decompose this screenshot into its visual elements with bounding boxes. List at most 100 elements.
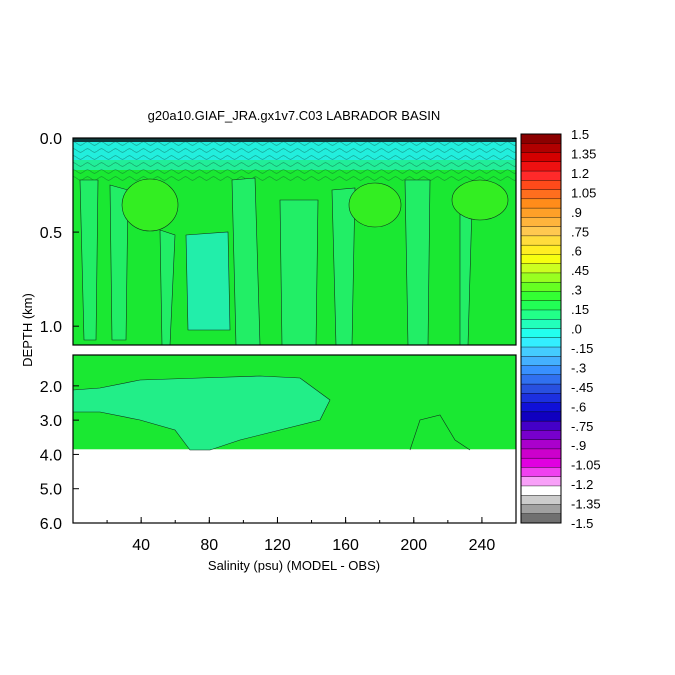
colorbar-swatch	[520, 272, 562, 283]
plume	[279, 199, 319, 346]
colorbar-label: 1.5	[571, 127, 589, 142]
blob	[121, 178, 179, 232]
blob	[348, 182, 402, 228]
colorbar-swatch	[520, 504, 562, 515]
colorbar-swatch	[520, 420, 562, 431]
lower-panel	[72, 354, 517, 524]
chart-title: g20a10.GIAF_JRA.gx1v7.C03 LABRADOR BASIN	[148, 108, 441, 123]
colorbar-swatch	[520, 291, 562, 302]
colorbar-swatch	[520, 383, 562, 394]
y-axis-label: DEPTH (km)	[20, 293, 35, 367]
colorbar-swatch	[520, 467, 562, 478]
y-axis: 0.0 0.5 1.0 2.0 3.0 4.0 5.0 6.0	[40, 131, 79, 533]
colorbar-swatch	[520, 356, 562, 367]
colorbar-swatch	[520, 244, 562, 255]
colorbar-label: .0	[571, 322, 582, 337]
colorbar-frame	[520, 133, 562, 524]
colorbar-swatch	[520, 281, 562, 292]
colorbar-swatch	[520, 457, 562, 468]
colorbar-label: -1.35	[571, 497, 601, 512]
colorbar-swatch	[520, 263, 562, 274]
colorbar-swatch	[520, 337, 562, 348]
y-tick-label: 2.0	[40, 379, 62, 396]
colorbar-swatch	[520, 430, 562, 441]
colorbar-label: -1.2	[571, 477, 593, 492]
lower-panel-frame	[72, 354, 517, 524]
colorbar-swatch	[520, 180, 562, 191]
colorbar-label: .6	[571, 244, 582, 259]
colorbar-swatch	[520, 235, 562, 246]
x-tick-label: 80	[200, 537, 218, 554]
colorbar-label: -.3	[571, 360, 586, 375]
surface-layer-dark	[73, 138, 516, 142]
colorbar-swatch	[520, 439, 562, 450]
colorbar-swatch	[520, 346, 562, 357]
x-axis: 40 80 120 160 200 240	[106, 517, 496, 554]
colorbar-label: -1.5	[571, 516, 593, 531]
x-tick-label: 160	[332, 537, 359, 554]
colorbar-swatch	[520, 319, 562, 330]
colorbar-swatch	[520, 402, 562, 413]
blobs	[121, 178, 509, 232]
plume	[231, 177, 261, 346]
colorbar-swatch	[520, 161, 562, 172]
colorbar-label: -.6	[571, 399, 586, 414]
y-tick-label: 6.0	[40, 516, 62, 533]
colorbar-swatch	[520, 226, 562, 237]
x-tick-label: 240	[469, 537, 496, 554]
colorbar-swatch	[520, 189, 562, 200]
colorbar-swatch	[520, 300, 562, 311]
y-tick-label: 5.0	[40, 482, 62, 499]
x-axis-label: Salinity (psu) (MODEL - OBS)	[208, 558, 380, 573]
colorbar-label: -.15	[571, 341, 593, 356]
y-tick-label: 0.5	[40, 225, 62, 242]
colorbar-swatch	[520, 411, 562, 422]
colorbar-swatch	[520, 133, 562, 144]
x-tick-label: 120	[264, 537, 291, 554]
plume	[404, 179, 431, 346]
colorbar-label: .75	[571, 224, 589, 239]
y-tick-label: 3.0	[40, 413, 62, 430]
colorbar-swatch	[520, 198, 562, 209]
colorbar-swatch	[520, 476, 562, 487]
x-tick-label: 40	[132, 537, 150, 554]
colorbar-label: -.45	[571, 380, 593, 395]
x-tick-label: 200	[400, 537, 427, 554]
colorbar-label: 1.2	[571, 166, 589, 181]
colorbar-label: .15	[571, 302, 589, 317]
colorbar-label: .3	[571, 283, 582, 298]
colorbar-label: .45	[571, 263, 589, 278]
colorbar-swatch	[520, 495, 562, 505]
y-tick-label: 4.0	[40, 447, 62, 464]
colorbar-swatch	[520, 448, 562, 459]
colorbar: 1.5 1.35 1.2 1.05 .9 .75 .6 .45 .3 .15 .0 -.15 -.3 -.…	[520, 127, 601, 531]
plume	[109, 184, 129, 341]
colorbar-label: .9	[571, 205, 582, 220]
blob	[451, 179, 509, 221]
colorbar-swatch	[520, 143, 562, 154]
colorbar-swatch	[520, 254, 562, 265]
colorbar-swatch	[520, 328, 562, 339]
colorbar-label: -.75	[571, 419, 593, 434]
lower-cyan-region	[72, 375, 331, 451]
y-tick-label: 0.0	[40, 131, 62, 148]
plume	[79, 179, 99, 341]
core-region	[185, 231, 231, 331]
upper-panel	[72, 137, 517, 346]
colorbar-swatch	[520, 152, 562, 163]
colorbar-label: -1.05	[571, 458, 601, 473]
colorbar-label: 1.05	[571, 185, 596, 200]
colorbar-swatch	[520, 393, 562, 404]
colorbar-swatch	[520, 374, 562, 385]
colorbar-label: -.9	[571, 438, 586, 453]
colorbar-swatch	[520, 170, 562, 181]
surface-noise	[73, 142, 516, 182]
colorbar-swatch	[520, 217, 562, 228]
y-tick-label: 1.0	[40, 319, 62, 336]
colorbar-swatch	[520, 309, 562, 320]
lower-right-contour	[409, 414, 471, 451]
colorbar-label: 1.35	[571, 146, 596, 161]
colorbar-swatch	[520, 207, 562, 218]
upper-panel-frame	[72, 137, 517, 346]
